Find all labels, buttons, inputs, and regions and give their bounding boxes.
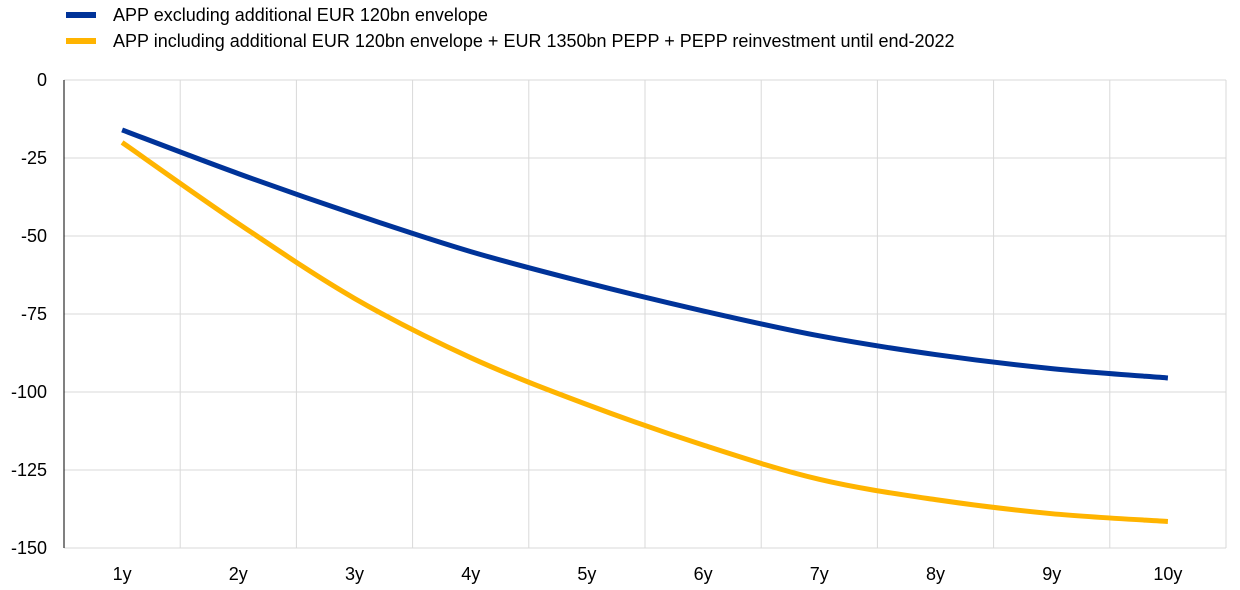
legend-swatch-series-2 (66, 38, 96, 44)
legend-item-series-1: APP excluding additional EUR 120bn envel… (66, 2, 955, 28)
series-line-1 (121, 127, 1169, 381)
legend: APP excluding additional EUR 120bn envel… (66, 2, 955, 54)
legend-label-series-2: APP including additional EUR 120bn envel… (113, 30, 955, 51)
x-tick-label: 4y (461, 564, 480, 584)
x-tick-label: 3y (345, 564, 364, 584)
x-tick-label: 7y (810, 564, 829, 584)
series-line-2 (120, 140, 1169, 524)
x-tick-label: 8y (926, 564, 945, 584)
x-tick-label: 6y (694, 564, 713, 584)
y-tick-label: -100 (11, 382, 47, 402)
y-tick-label: -50 (21, 226, 47, 246)
y-tick-label: 0 (37, 70, 47, 90)
y-tick-label: -75 (21, 304, 47, 324)
y-tick-label: -150 (11, 538, 47, 558)
x-tick-label: 2y (229, 564, 248, 584)
x-tick-label: 1y (113, 564, 132, 584)
x-tick-label: 9y (1042, 564, 1061, 584)
y-tick-label: -25 (21, 148, 47, 168)
y-tick-label: -125 (11, 460, 47, 480)
x-tick-label: 5y (577, 564, 596, 584)
legend-item-series-2: APP including additional EUR 120bn envel… (66, 28, 955, 54)
legend-swatch-series-1 (66, 12, 96, 18)
x-tick-label: 10y (1153, 564, 1182, 584)
legend-label-series-1: APP excluding additional EUR 120bn envel… (113, 4, 488, 25)
